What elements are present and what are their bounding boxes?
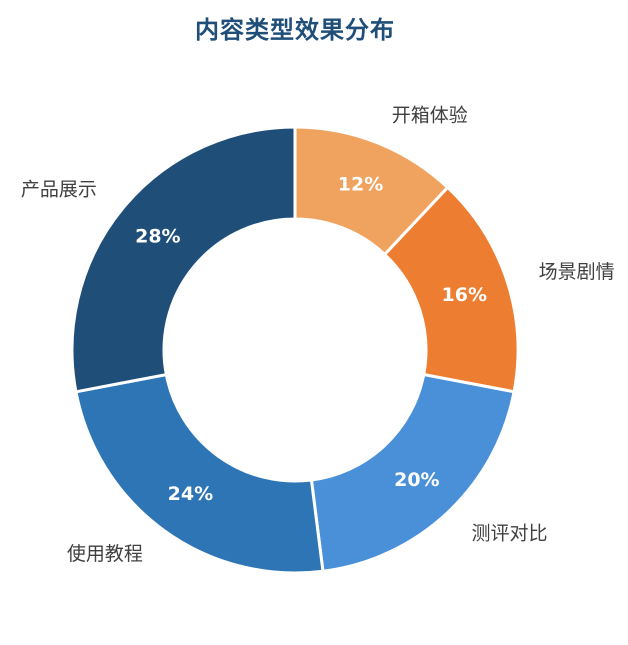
slice-percent-label: 16% <box>442 284 487 306</box>
donut-slice <box>309 372 516 573</box>
percent-labels-group: 12% 16% 20% 24% 28% <box>135 173 487 505</box>
slice-category-label: 场景剧情 <box>539 261 615 283</box>
slice-percent-label: 12% <box>338 173 383 195</box>
slice-category-label: 开箱体验 <box>392 105 468 127</box>
donut-slice <box>382 185 520 394</box>
slices-group <box>70 125 520 575</box>
donut-slice <box>70 125 297 394</box>
donut-slice <box>74 372 325 575</box>
slice-category-label: 测评对比 <box>472 523 548 545</box>
slice-category-label: 产品展示 <box>21 178 97 200</box>
slice-percent-label: 28% <box>135 226 180 248</box>
slice-percent-label: 24% <box>168 483 213 505</box>
slice-category-label: 使用教程 <box>67 543 143 565</box>
chart-title: 内容类型效果分布 <box>195 16 395 44</box>
slice-percent-label: 20% <box>394 469 439 491</box>
